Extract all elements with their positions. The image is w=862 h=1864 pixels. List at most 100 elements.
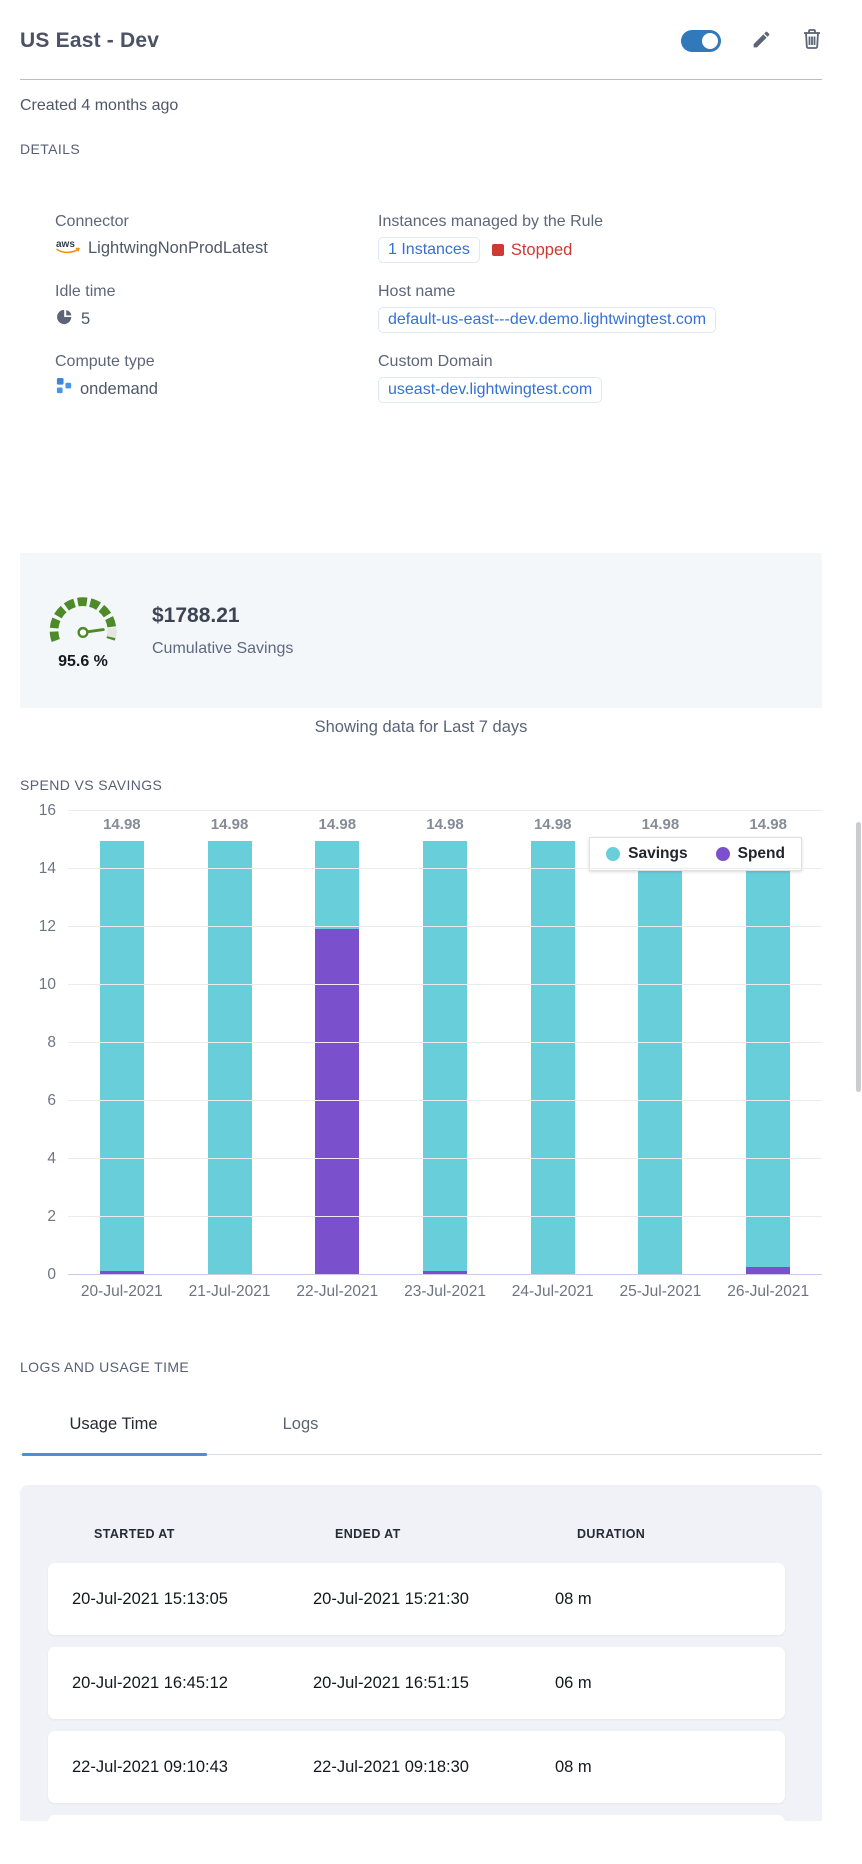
stopped-square-icon bbox=[491, 244, 504, 256]
bar-value-label: 14.98 bbox=[641, 815, 680, 833]
chart-plot: 14.98 14.98 14.98 14.98 14.98 14.98 14.98 Savin… bbox=[68, 810, 822, 1275]
stacked-bar bbox=[530, 840, 575, 1275]
x-tick-label: 23-Jul-2021 bbox=[404, 1283, 486, 1300]
col-started-at: STARTED AT bbox=[94, 1527, 175, 1541]
gridline bbox=[68, 984, 822, 985]
savings-segment bbox=[638, 840, 683, 1275]
x-tick-label: 22-Jul-2021 bbox=[296, 1283, 379, 1300]
gridline bbox=[68, 1158, 822, 1159]
cumulative-savings-card: 95.6 % $1788.21 Cumulative Savings bbox=[20, 553, 822, 708]
status-text: Stopped bbox=[510, 240, 573, 259]
spend-segment bbox=[315, 929, 360, 1275]
custom-domain-link[interactable]: useast-dev.lightwingtest.com bbox=[378, 377, 603, 403]
spend-vs-savings-chart: 0 2 4 6 8 10 12 14 16 14.98 14.98 14.98 14.98 14.98 1… bbox=[20, 802, 822, 1301]
spend-segment bbox=[746, 1266, 791, 1275]
idle-time-value: 5 bbox=[81, 310, 91, 328]
toggle-knob bbox=[702, 32, 718, 49]
host-name-label: Host name bbox=[378, 283, 456, 300]
bar-slot: 14.98 bbox=[68, 811, 176, 1275]
pencil-icon bbox=[751, 29, 772, 53]
table-cell: 22-Jul-2021 09:18:30 bbox=[313, 1757, 469, 1776]
legend-item-savings[interactable]: Savings bbox=[606, 845, 688, 863]
details-grid: Connector aws LightwingNonProdLatest Ins… bbox=[55, 213, 822, 403]
usage-time-table: STARTED AT ENDED AT DURATION 20-Jul-2021… bbox=[20, 1485, 822, 1821]
page-scrollbar-thumb[interactable] bbox=[856, 822, 861, 1092]
stacked-bar bbox=[315, 840, 360, 1275]
y-tick-label: 14 bbox=[38, 860, 56, 877]
instances-cell: Instances managed by the Rule 1 Instance… bbox=[378, 213, 822, 263]
y-tick-label: 12 bbox=[38, 918, 56, 935]
gridline bbox=[68, 1274, 822, 1275]
y-tick-label: 8 bbox=[47, 1034, 56, 1051]
tab-usage-time[interactable]: Usage Time bbox=[69, 1415, 158, 1433]
table-row: 22-Jul-2021 09:10:43 22-Jul-2021 09:18:30… bbox=[48, 1731, 785, 1803]
stacked-bar bbox=[746, 840, 791, 1275]
col-duration: DURATION bbox=[577, 1527, 646, 1541]
compute-type-cell: Compute type ondemand bbox=[55, 353, 378, 403]
chart-legend[interactable]: Savings Spend bbox=[589, 837, 802, 871]
bar-value-label: 14.98 bbox=[749, 815, 787, 833]
chart-section-title: SPEND VS SAVINGS bbox=[20, 777, 163, 793]
table-cell: 20-Jul-2021 16:51:15 bbox=[313, 1673, 469, 1692]
table-header: STARTED AT ENDED AT DURATION bbox=[70, 1527, 822, 1541]
y-tick-label: 2 bbox=[47, 1208, 56, 1225]
instances-link[interactable]: 1 Instances bbox=[378, 237, 480, 263]
table-cell: 20-Jul-2021 15:21:30 bbox=[313, 1589, 469, 1608]
edit-button[interactable] bbox=[751, 29, 772, 53]
bar-slot: 14.98 bbox=[391, 811, 499, 1275]
savings-segment bbox=[746, 840, 791, 1267]
x-tick-label: 24-Jul-2021 bbox=[511, 1283, 594, 1300]
delete-button[interactable] bbox=[802, 28, 822, 53]
compute-type-label: Compute type bbox=[55, 353, 155, 370]
y-tick-label: 4 bbox=[47, 1150, 56, 1167]
gridline bbox=[68, 1042, 822, 1043]
page-title: US East - Dev bbox=[20, 28, 160, 52]
host-name-cell: Host name default-us-east---dev.demo.lig… bbox=[378, 283, 822, 333]
table-row: 20-Jul-2021 16:45:12 20-Jul-2021 16:51:15… bbox=[48, 1647, 785, 1719]
bar-slot: 14.98 bbox=[283, 811, 391, 1275]
savings-segment bbox=[423, 840, 468, 1271]
savings-segment bbox=[315, 840, 360, 930]
y-tick-label: 6 bbox=[47, 1092, 56, 1109]
panel-header: US East - Dev bbox=[20, 0, 822, 53]
rule-enabled-toggle[interactable] bbox=[681, 29, 721, 52]
bar-slot: 14.98 bbox=[176, 811, 284, 1275]
host-name-link[interactable]: default-us-east---dev.demo.lightwingtest… bbox=[378, 307, 717, 333]
custom-domain-cell: Custom Domain useast-dev.lightwingtest.c… bbox=[378, 353, 822, 403]
spend-segment bbox=[423, 1270, 468, 1275]
x-tick-label: 25-Jul-2021 bbox=[619, 1283, 702, 1300]
legend-label: Savings bbox=[628, 845, 688, 862]
legend-label: Spend bbox=[737, 845, 785, 862]
spend-segment bbox=[99, 1270, 144, 1275]
logs-tabs: Usage Time Logs bbox=[20, 1403, 822, 1456]
trash-icon bbox=[802, 28, 822, 53]
tab-logs[interactable]: Logs bbox=[282, 1415, 319, 1433]
gridline bbox=[68, 1216, 822, 1217]
chart-y-axis: 0 2 4 6 8 10 12 14 16 bbox=[20, 802, 68, 1283]
table-row: 20-Jul-2021 15:13:05 20-Jul-2021 15:21:30… bbox=[48, 1563, 785, 1635]
compute-type-icon bbox=[55, 377, 74, 401]
savings-percent: 95.6 % bbox=[58, 653, 108, 670]
y-tick-label: 16 bbox=[38, 802, 56, 819]
svg-text:aws: aws bbox=[56, 239, 75, 250]
bar-slot: 14.98 bbox=[499, 811, 607, 1275]
table-cell: 08 m bbox=[555, 1757, 592, 1776]
idle-clock-icon bbox=[55, 307, 75, 332]
chart-x-labels: 20-Jul-2021 21-Jul-2021 22-Jul-2021 23-Jul-… bbox=[68, 1283, 822, 1301]
gridline bbox=[68, 868, 822, 869]
stacked-bar bbox=[423, 840, 468, 1275]
table-cell: 08 m bbox=[555, 1589, 592, 1608]
legend-dot bbox=[715, 847, 730, 861]
bar-value-label: 14.98 bbox=[103, 815, 141, 833]
x-tick-label: 26-Jul-2021 bbox=[727, 1283, 810, 1300]
col-ended-at: ENDED AT bbox=[335, 1527, 401, 1541]
bar-slot: 14.98 bbox=[607, 811, 715, 1275]
gridline bbox=[68, 926, 822, 927]
table-cell: 20-Jul-2021 15:13:05 bbox=[72, 1589, 228, 1608]
custom-domain-label: Custom Domain bbox=[378, 353, 493, 370]
bar-value-label: 14.98 bbox=[426, 815, 464, 833]
active-tab-underline bbox=[22, 1453, 207, 1456]
stacked-bar bbox=[99, 840, 144, 1275]
legend-item-spend[interactable]: Spend bbox=[715, 845, 785, 863]
